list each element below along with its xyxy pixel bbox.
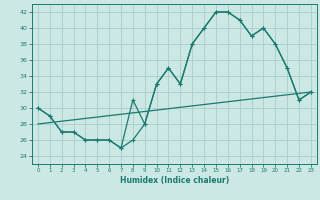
X-axis label: Humidex (Indice chaleur): Humidex (Indice chaleur) bbox=[120, 176, 229, 185]
